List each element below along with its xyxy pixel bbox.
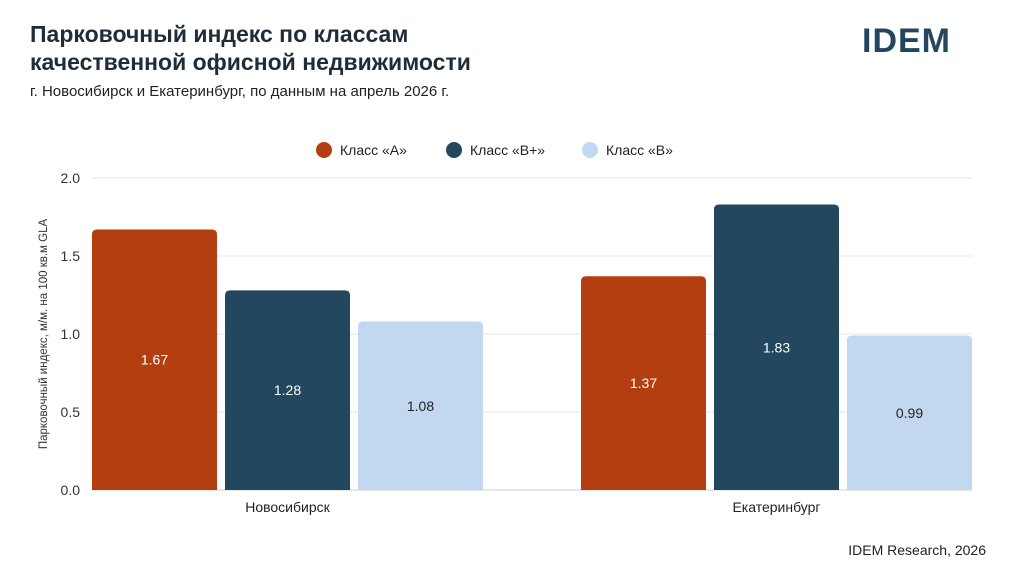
x-category-label: Новосибирск [245, 499, 330, 515]
legend-marker [316, 142, 332, 158]
bar-value-label: 0.99 [896, 405, 923, 421]
bar-value-label: 1.37 [630, 375, 657, 391]
idem-logo: IDEM [862, 22, 951, 60]
bar [92, 229, 217, 491]
chart-title-line-2: качественной офисной недвижимости [30, 49, 471, 75]
source-note: IDEM Research, 2026 [848, 542, 986, 558]
legend-label: Класс «В+» [470, 142, 545, 158]
x-category-label: Екатеринбург [732, 499, 820, 515]
chart-title-line-1: Парковочный индекс по классам [30, 21, 409, 47]
y-axis-label: Парковочный индекс, м/м. на 100 кв.м GLA [38, 219, 50, 450]
bar [225, 290, 350, 490]
bar [581, 276, 706, 490]
y-tick-label: 0.0 [61, 482, 81, 498]
y-tick-label: 0.5 [61, 404, 81, 420]
legend-marker [582, 142, 598, 158]
y-tick-label: 1.0 [61, 326, 81, 342]
bar [358, 321, 483, 490]
bar-value-label: 1.83 [763, 339, 790, 355]
chart-title: Парковочный индекс по классам качественн… [30, 20, 670, 76]
chart-subtitle: г. Новосибирск и Екатеринбург, по данным… [30, 83, 450, 100]
bar [714, 204, 839, 490]
bar-value-label: 1.67 [141, 352, 168, 368]
bar [847, 335, 972, 490]
legend-label: Класс «В» [606, 142, 673, 158]
legend-label: Класс «А» [340, 142, 407, 158]
bar-value-label: 1.28 [274, 382, 301, 398]
legend-marker [446, 142, 462, 158]
bar-value-label: 1.08 [407, 398, 434, 414]
y-tick-label: 2.0 [61, 170, 81, 186]
y-tick-label: 1.5 [61, 248, 81, 264]
